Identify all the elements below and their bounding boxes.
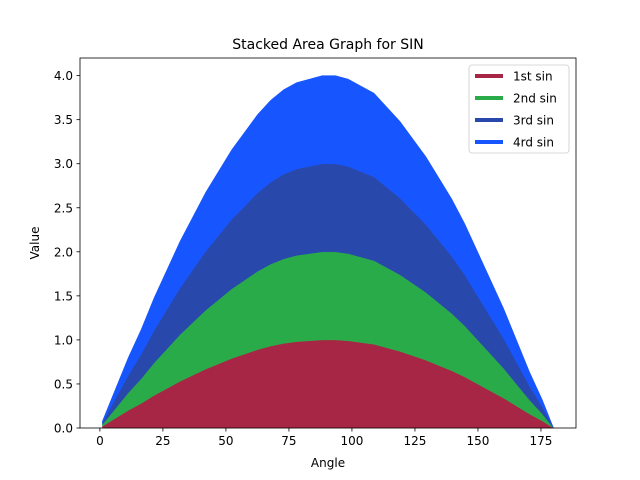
legend-label: 4rd sin	[513, 136, 554, 150]
y-tick-label: 3.0	[54, 157, 73, 171]
y-tick-label: 3.5	[54, 113, 73, 127]
chart-title: Stacked Area Graph for SIN	[232, 37, 423, 53]
y-tick-label: 2.5	[54, 201, 73, 215]
x-axis: 0 25 50 75 100 125 150 175	[96, 428, 552, 448]
legend-label: 1st sin	[513, 70, 553, 84]
x-tick-label: 125	[403, 434, 426, 448]
plot-frame	[79, 57, 577, 429]
y-tick-label: 0.0	[54, 422, 73, 436]
y-axis-title: Value	[28, 227, 42, 260]
x-tick-label: 150	[467, 434, 490, 448]
area-series-group	[102, 75, 555, 429]
x-tick-label: 75	[281, 434, 296, 448]
x-tick-label: 100	[340, 434, 363, 448]
legend: 1st sin 2nd sin 3rd sin 4rd sin	[468, 64, 570, 154]
x-tick-label: 50	[218, 434, 233, 448]
y-tick-label: 4.0	[54, 69, 73, 83]
x-tick-label: 0	[96, 434, 104, 448]
y-tick-label: 1.5	[54, 289, 73, 303]
legend-label: 2nd sin	[513, 92, 557, 106]
x-axis-title: Angle	[311, 456, 345, 470]
x-tick-label: 175	[530, 434, 553, 448]
area-series-4	[102, 75, 554, 429]
legend-box	[468, 64, 570, 154]
y-tick-label: 0.5	[54, 377, 73, 391]
x-tick-label: 25	[155, 434, 170, 448]
y-tick-label: 2.0	[54, 245, 73, 259]
y-tick-label: 1.0	[54, 333, 73, 347]
legend-label: 3rd sin	[513, 114, 554, 128]
y-axis: 0.0 0.5 1.0 1.5 2.0 2.5 3.0 3.5 4.0	[54, 69, 80, 436]
